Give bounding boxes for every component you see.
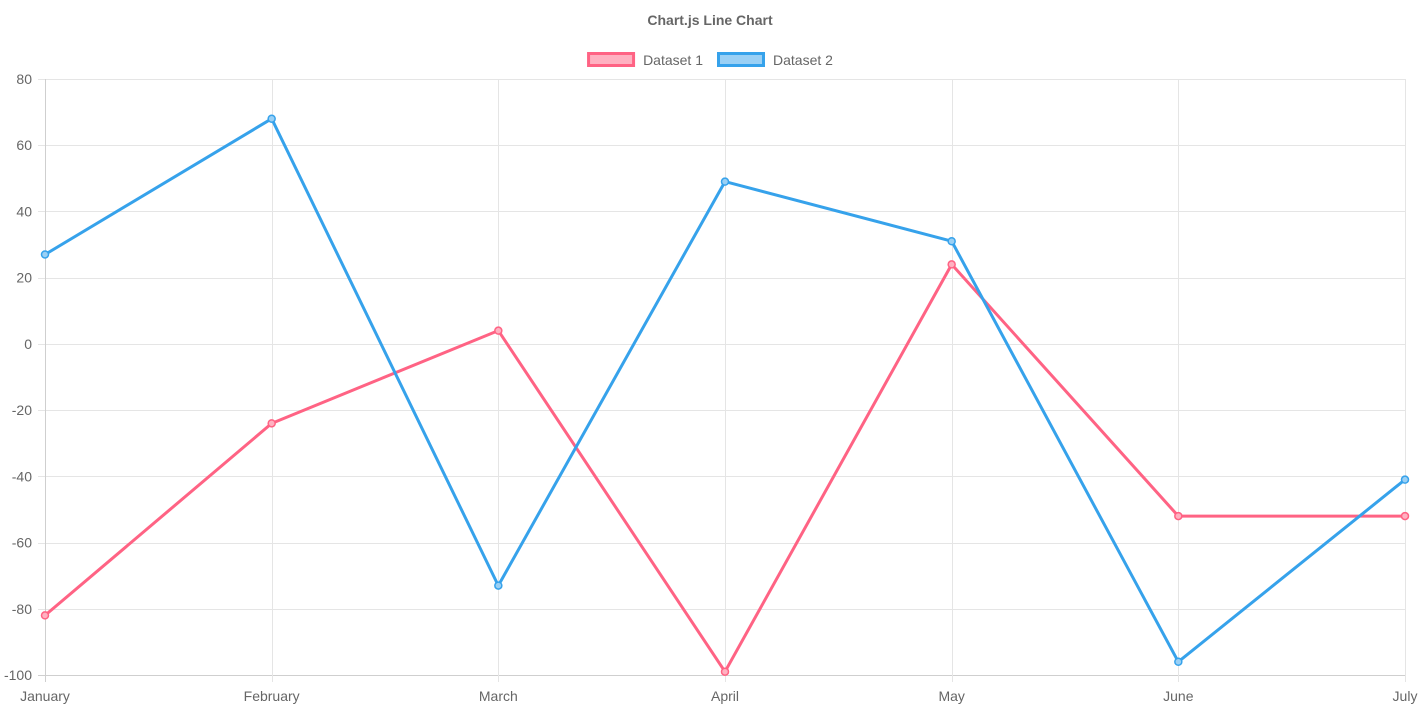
data-point[interactable] <box>40 250 50 259</box>
data-point[interactable] <box>720 667 730 676</box>
y-tick-label: 80 <box>16 71 32 87</box>
data-point[interactable] <box>40 611 50 620</box>
y-tick-label: -60 <box>12 535 32 551</box>
x-tick-label: April <box>711 688 739 704</box>
chart-legend: Dataset 1 Dataset 2 <box>587 52 834 68</box>
y-tick-label: 60 <box>16 137 32 153</box>
data-point[interactable] <box>1174 657 1183 667</box>
data-point[interactable] <box>1400 475 1410 484</box>
x-tick-label: June <box>1163 688 1194 704</box>
chart-grid <box>38 79 1406 682</box>
y-tick-label: 40 <box>16 203 32 219</box>
x-tick-label: February <box>244 688 300 704</box>
legend-item-2[interactable]: Dataset 2 <box>717 52 834 68</box>
x-tick-label: January <box>20 688 70 704</box>
data-point[interactable] <box>947 236 956 246</box>
legend-label: Dataset 2 <box>773 52 833 68</box>
data-point[interactable] <box>720 177 730 186</box>
series-2 <box>40 114 1410 667</box>
data-point[interactable] <box>494 581 503 590</box>
x-tick-label: July <box>1393 688 1418 704</box>
data-point[interactable] <box>1400 511 1410 521</box>
legend-label: Dataset 1 <box>643 52 703 68</box>
y-tick-label: 20 <box>16 270 32 286</box>
y-tick-label: -80 <box>12 601 32 617</box>
x-tick-label: May <box>938 688 964 704</box>
y-axis: 80 60 40 20 0 -20 -40 -60 -80 -100 <box>4 71 32 683</box>
x-axis: January February March April May June July <box>20 688 1417 704</box>
series-1 <box>40 260 1410 676</box>
chart-title: Chart.js Line Chart <box>647 12 773 28</box>
data-point[interactable] <box>267 114 276 123</box>
legend-swatch <box>717 52 765 67</box>
data-point[interactable] <box>267 419 276 428</box>
x-tick-label: March <box>479 688 518 704</box>
y-tick-label: 0 <box>24 336 32 352</box>
data-point[interactable] <box>1174 511 1183 521</box>
y-tick-label: -100 <box>4 667 32 683</box>
legend-item-1[interactable]: Dataset 1 <box>587 52 704 68</box>
data-point[interactable] <box>947 260 956 269</box>
y-tick-label: -40 <box>12 468 32 484</box>
data-point[interactable] <box>494 326 503 335</box>
chart-series <box>40 114 1410 676</box>
legend-swatch <box>587 52 636 67</box>
y-tick-label: -20 <box>12 402 32 418</box>
